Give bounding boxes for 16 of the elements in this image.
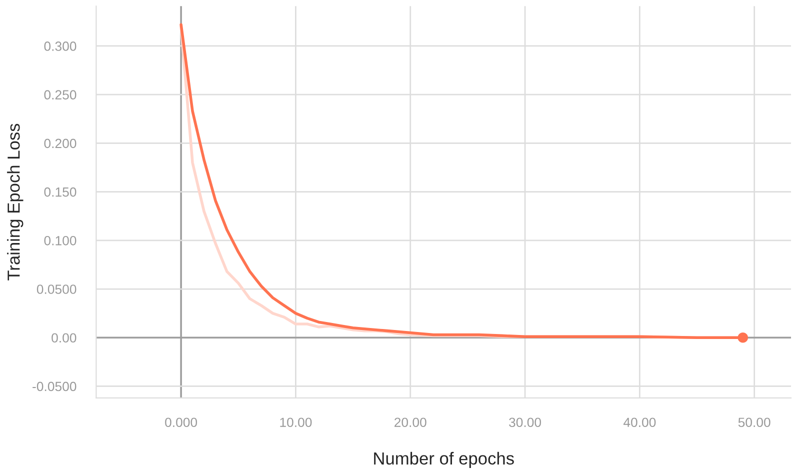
- x-tick-label: 10.00: [280, 418, 312, 428]
- y-tick-label: -0.0500: [32, 382, 76, 392]
- y-tick-label: 0.300: [44, 42, 76, 51]
- x-tick-label: 30.00: [509, 418, 542, 428]
- x-tick-label: 50.00: [738, 418, 770, 428]
- x-tick-label: 40.00: [623, 418, 656, 428]
- y-axis-title: Training Epoch Loss: [7, 124, 24, 280]
- y-tick-label: 0.00: [52, 333, 76, 343]
- y-tick-label: 0.150: [44, 187, 76, 197]
- y-tick-label: 0.100: [44, 236, 76, 246]
- x-tick-label: 0.000: [165, 418, 198, 428]
- x-axis-title: Number of epochs: [374, 452, 514, 468]
- y-tick-label: 0.0500: [36, 284, 76, 294]
- y-tick-label: 0.200: [44, 138, 76, 148]
- y-tick-label: 0.250: [44, 90, 76, 100]
- x-tick-label: 20.00: [394, 418, 426, 428]
